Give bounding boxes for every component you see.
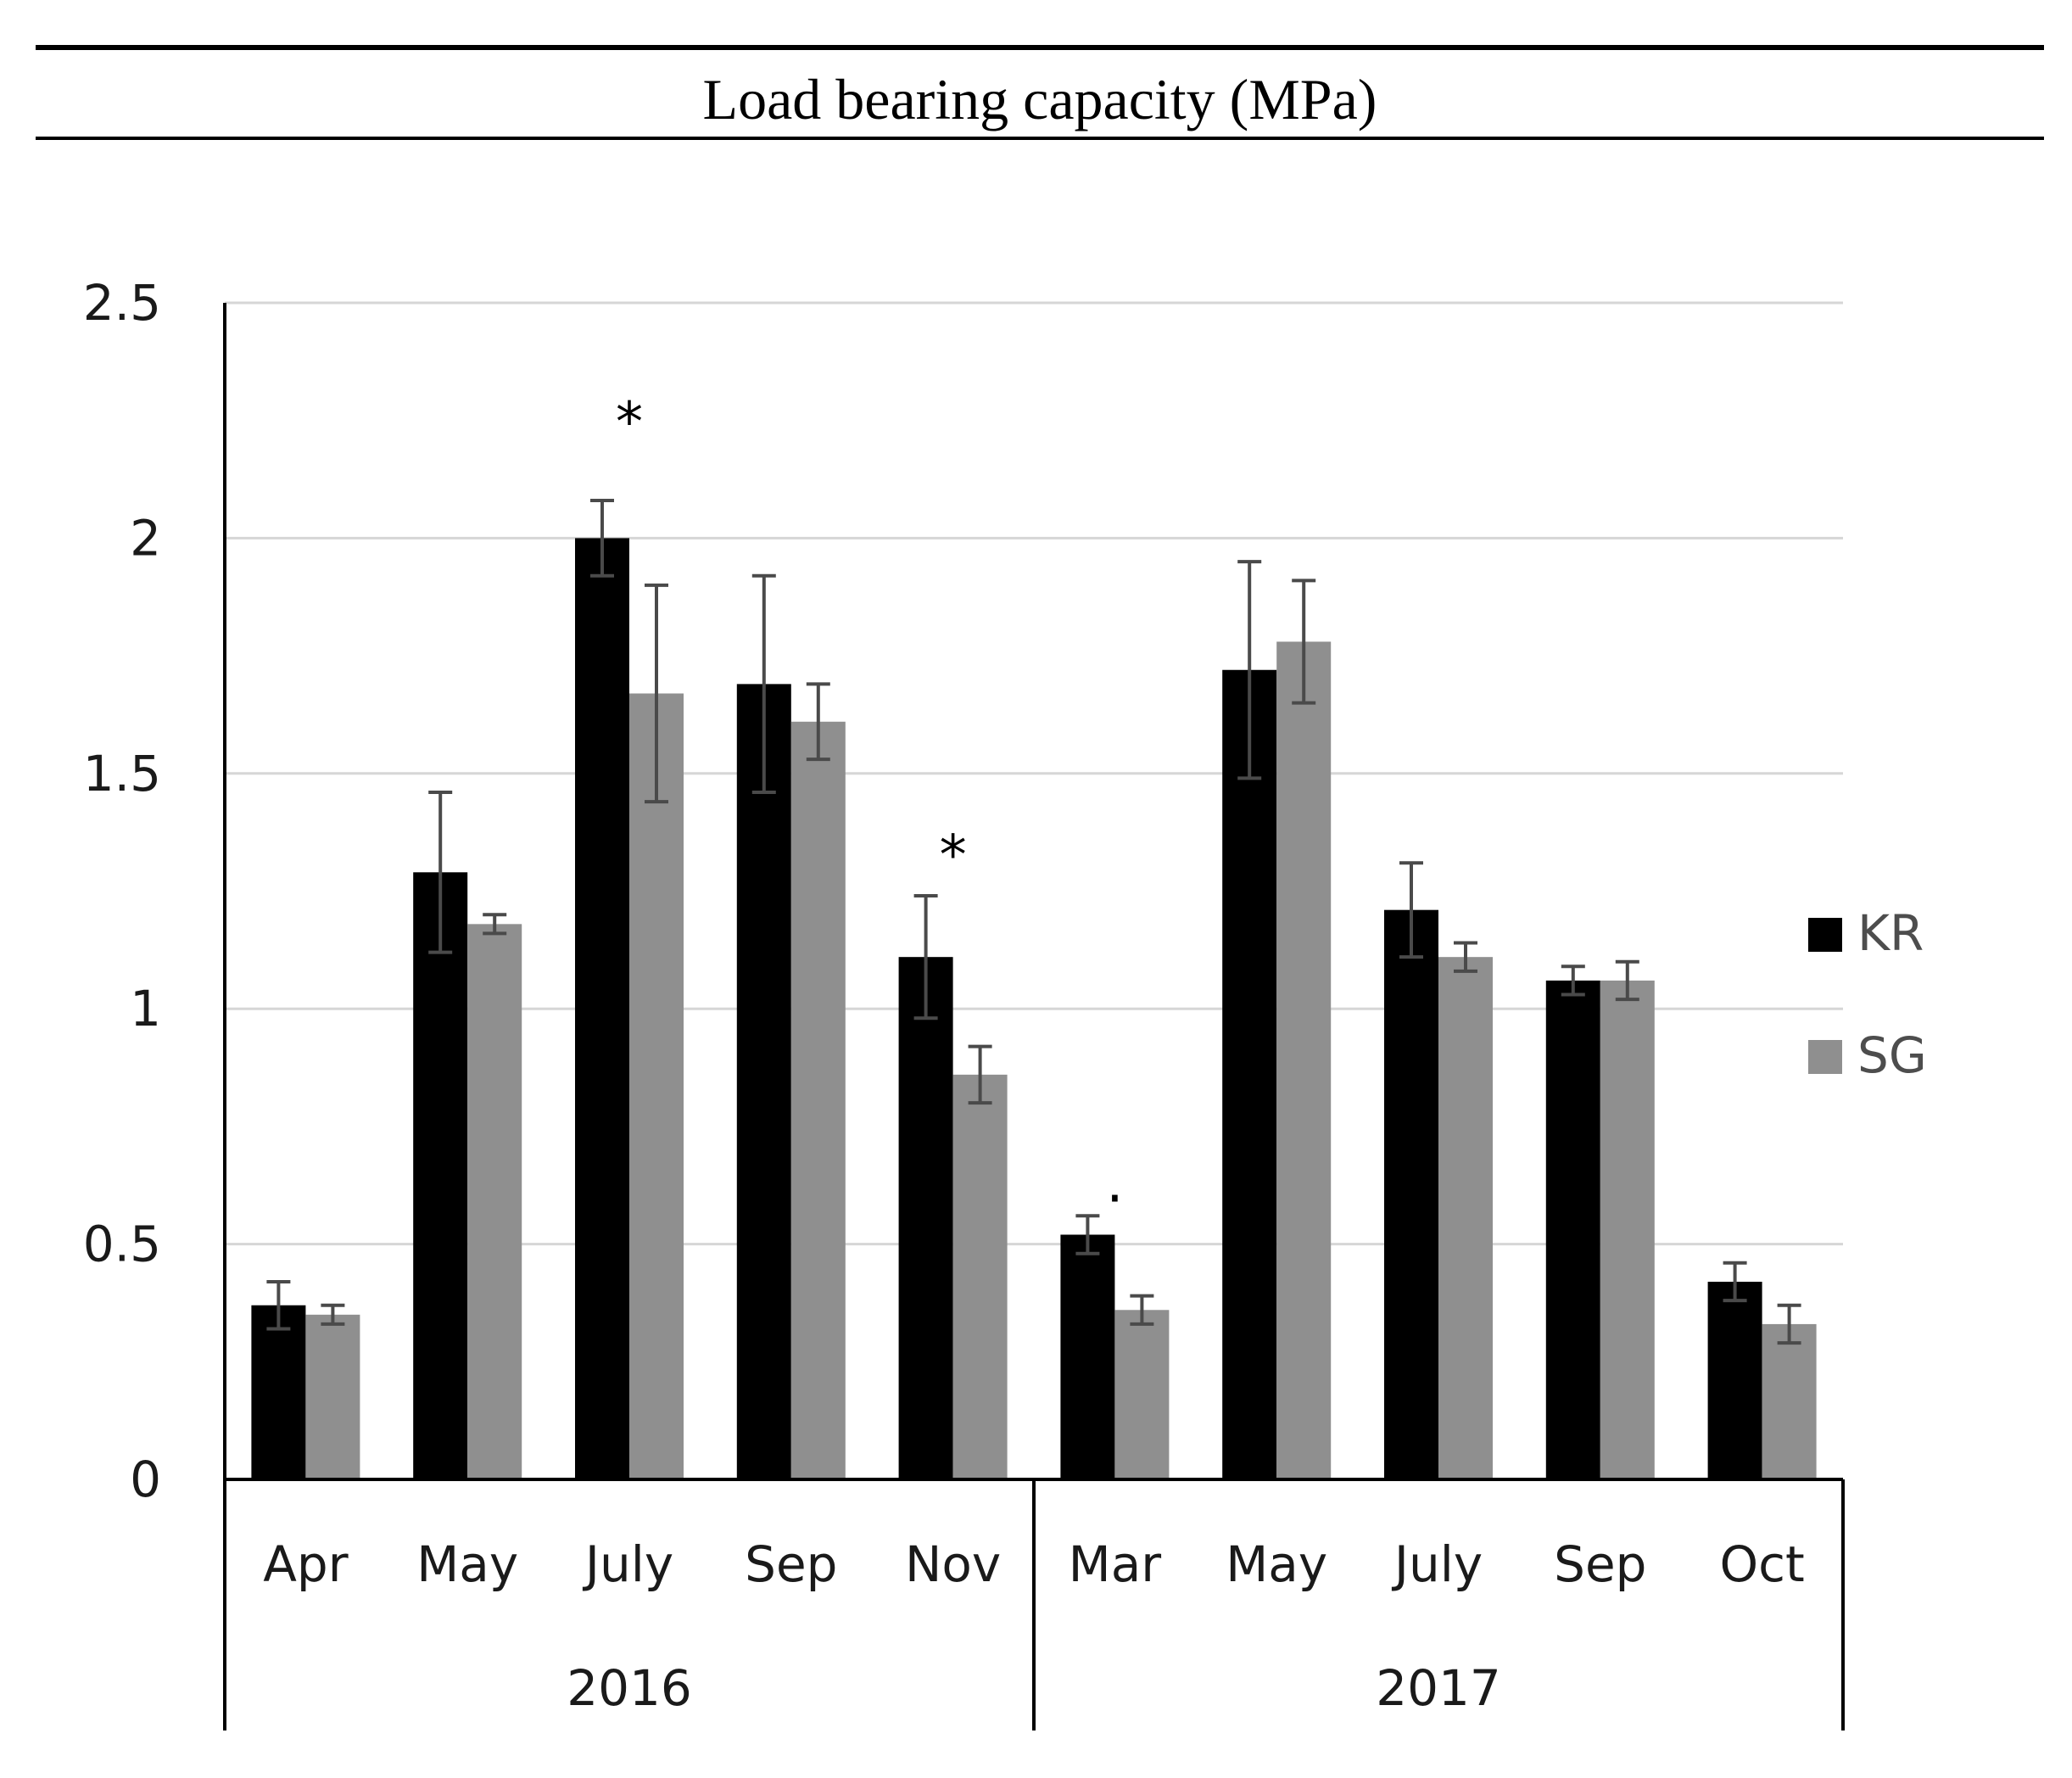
x-tick-label: Mar: [1069, 1535, 1162, 1593]
bars: [251, 538, 1817, 1479]
bar-sg: [467, 924, 522, 1479]
x-tick-label: July: [583, 1535, 673, 1593]
bar-kr: [1545, 980, 1600, 1479]
y-axis-ticks: 0 0.5 1 1.5 2 2.5: [83, 274, 161, 1508]
bar-kr: [575, 538, 629, 1479]
x-tick-label: May: [1226, 1535, 1327, 1593]
legend-swatch-kr: [1808, 918, 1842, 952]
bar-kr: [1222, 669, 1277, 1479]
bar-sg: [1600, 980, 1655, 1479]
error-bars: [266, 499, 1801, 1345]
bar-sg: [1114, 1310, 1170, 1479]
legend: KR SG: [1808, 904, 1927, 1084]
y-tick-label: 2: [130, 509, 161, 567]
x-tick-label: July: [1392, 1535, 1483, 1593]
x-tick-label: Sep: [745, 1535, 837, 1593]
x-tick-label: Apr: [263, 1535, 348, 1593]
bar-kr: [413, 872, 468, 1479]
bar-kr: [251, 1305, 306, 1479]
bar-kr: [898, 957, 953, 1479]
legend-swatch-sg: [1808, 1040, 1842, 1074]
group-label: 2016: [567, 1659, 692, 1717]
y-tick-label: 1.5: [83, 745, 161, 802]
bar-kr: [1060, 1234, 1115, 1479]
annotations: * * ·: [616, 392, 1124, 1231]
bar-sg: [790, 721, 846, 1479]
legend-label-sg: SG: [1857, 1026, 1927, 1084]
significance-marker: ·: [1106, 1168, 1123, 1231]
chart-title: Load bearing capacity (MPa): [703, 67, 1377, 131]
legend-label-kr: KR: [1857, 904, 1924, 962]
y-tick-label: 2.5: [83, 274, 161, 332]
significance-marker: *: [940, 825, 967, 887]
bar-kr: [736, 684, 791, 1479]
bar-sg: [1276, 641, 1332, 1479]
group-label: 2017: [1376, 1659, 1501, 1717]
bar-kr: [1384, 909, 1438, 1479]
bar-sg: [1762, 1323, 1817, 1479]
x-tick-label: Sep: [1554, 1535, 1646, 1593]
x-tick-label: Nov: [905, 1535, 1001, 1593]
y-tick-label: 1: [130, 980, 161, 1037]
x-axis-ticks: Apr May July Sep Nov Mar May July Sep Oct 2016 2017: [223, 1479, 1845, 1730]
bar-sg: [1438, 957, 1493, 1479]
x-tick-label: Oct: [1719, 1535, 1804, 1593]
significance-marker: *: [616, 392, 643, 455]
bar-sg: [629, 693, 684, 1479]
bar-sg: [305, 1314, 360, 1479]
bar-kr: [1707, 1281, 1762, 1479]
y-tick-label: 0: [130, 1451, 161, 1508]
x-tick-label: May: [416, 1535, 518, 1593]
bar-sg: [952, 1074, 1008, 1479]
y-tick-label: 0.5: [83, 1216, 161, 1273]
